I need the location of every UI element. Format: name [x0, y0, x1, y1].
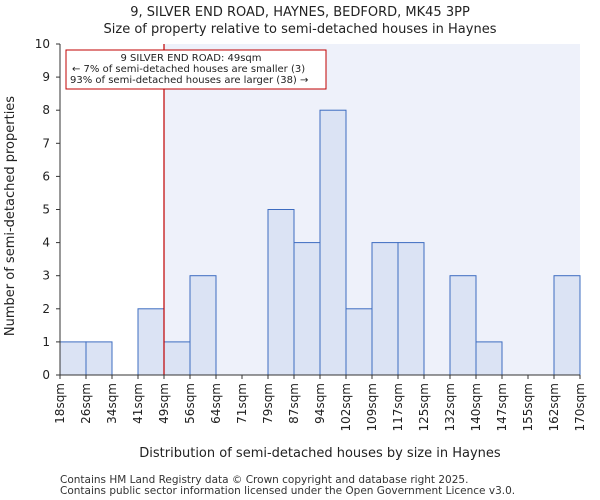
x-tick-label: 102sqm: [339, 383, 353, 431]
histogram-bar: [319, 109, 347, 376]
x-tick-label: 34sqm: [105, 383, 119, 424]
x-tick-label: 49sqm: [157, 383, 171, 424]
y-tick-label: 3: [42, 269, 50, 283]
y-tick-label: 7: [42, 136, 50, 150]
x-tick-label: 79sqm: [261, 383, 275, 424]
annotation-border: [65, 49, 327, 90]
histogram-bar: [345, 308, 373, 376]
annotation-box: 9 SILVER END ROAD: 49sqm ← 7% of semi-de…: [65, 49, 327, 90]
histogram-bar: [137, 308, 165, 376]
y-tick-label: 8: [42, 103, 50, 117]
x-ticks: 18sqm 26sqm 34sqm 41sqm 49sqm 56sqm 64sqm 71sqm…: [53, 375, 587, 431]
y-tick-label: 2: [42, 302, 50, 316]
x-tick-label: 26sqm: [79, 383, 93, 424]
x-tick-label: 41sqm: [131, 383, 145, 424]
x-tick-label: 71sqm: [235, 383, 249, 424]
x-tick-label: 94sqm: [313, 383, 327, 424]
y-axis-label: Number of semi-detached properties: [3, 96, 18, 336]
annotation-line3: 93% of semi-detached houses are larger (…: [70, 75, 308, 86]
y-tick-label: 6: [42, 169, 50, 183]
histogram-bar: [553, 275, 581, 376]
y-tick-label: 1: [42, 335, 50, 349]
y-tick-label: 9: [42, 70, 50, 84]
y-tick-label: 0: [42, 368, 50, 382]
x-tick-label: 64sqm: [209, 383, 223, 424]
histogram-bar: [59, 341, 87, 376]
x-tick-label: 155sqm: [521, 383, 535, 431]
histogram-bar: [397, 242, 425, 376]
chart-title-line2: Size of property relative to semi-detach…: [104, 22, 497, 37]
annotation-line2: ← 7% of semi-detached houses are smaller…: [72, 64, 305, 75]
x-tick-label: 132sqm: [443, 383, 457, 431]
y-tick-label: 10: [35, 37, 50, 51]
y-ticks: 0 1 2 3 4 5 6 7 8 9 10: [35, 37, 60, 382]
y-tick-label: 4: [42, 236, 50, 250]
chart-title-line1: 9, SILVER END ROAD, HAYNES, BEDFORD, MK4…: [130, 5, 470, 20]
footer-line1: Contains HM Land Registry data © Crown c…: [60, 474, 468, 486]
x-tick-label: 87sqm: [287, 383, 301, 424]
histogram-bar: [371, 242, 399, 376]
histogram-bar: [267, 209, 295, 376]
x-tick-label: 162sqm: [547, 383, 561, 431]
x-tick-label: 56sqm: [183, 383, 197, 424]
y-tick-label: 5: [42, 203, 50, 217]
footer-line2: Contains public sector information licen…: [60, 485, 515, 497]
x-tick-label: 117sqm: [391, 383, 405, 431]
histogram-bar: [293, 242, 321, 376]
bars-layer: [59, 109, 581, 376]
x-tick-label: 140sqm: [469, 383, 483, 431]
histogram-bar: [475, 341, 503, 376]
histogram-bar: [189, 275, 217, 376]
x-tick-label: 147sqm: [495, 383, 509, 431]
x-tick-label: 125sqm: [417, 383, 431, 431]
histogram-bar: [163, 341, 191, 376]
x-tick-label: 18sqm: [53, 383, 67, 424]
x-tick-label: 109sqm: [365, 383, 379, 431]
histogram-bar: [85, 341, 113, 376]
annotation-line1: 9 SILVER END ROAD: 49sqm: [120, 53, 261, 64]
x-axis-label: Distribution of semi-detached houses by …: [139, 446, 501, 461]
histogram-bar: [449, 275, 477, 376]
x-tick-label: 170sqm: [573, 383, 587, 431]
